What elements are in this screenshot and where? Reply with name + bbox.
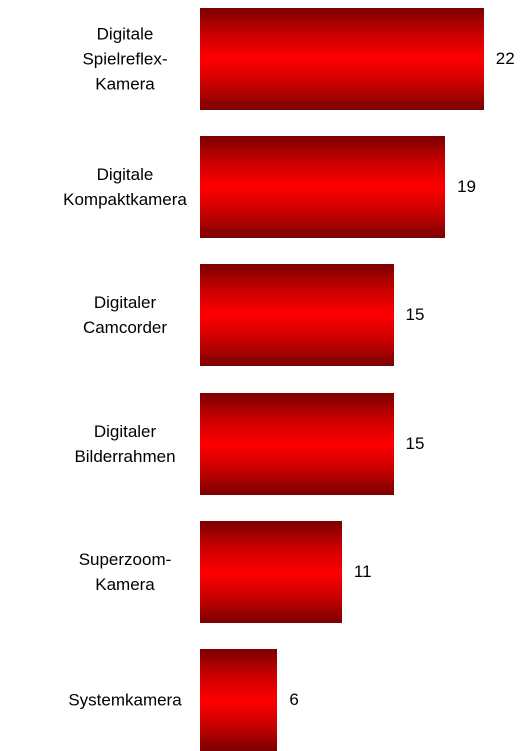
category-label: Digitaler Bilderrahmen [74,421,176,466]
value-label: 15 [405,305,425,325]
bar [200,136,446,239]
category-label: Superzoom- Kamera [78,549,172,594]
category-label: Digitale Spielreflex- Kamera [82,24,168,94]
value-label: 6 [289,690,299,709]
value-label: 22 [495,49,515,68]
bar [200,264,394,367]
category-label: Systemkamera [68,690,182,710]
bar [200,649,278,751]
bar [200,520,342,623]
category-label: Digitale Kompaktkamera [63,165,187,210]
bar [200,392,394,495]
value-label: 15 [405,433,425,453]
category-label: Digitaler Camcorder [82,293,168,338]
bar [200,8,484,110]
value-label: 19 [457,177,477,197]
value-label: 11 [353,561,372,581]
